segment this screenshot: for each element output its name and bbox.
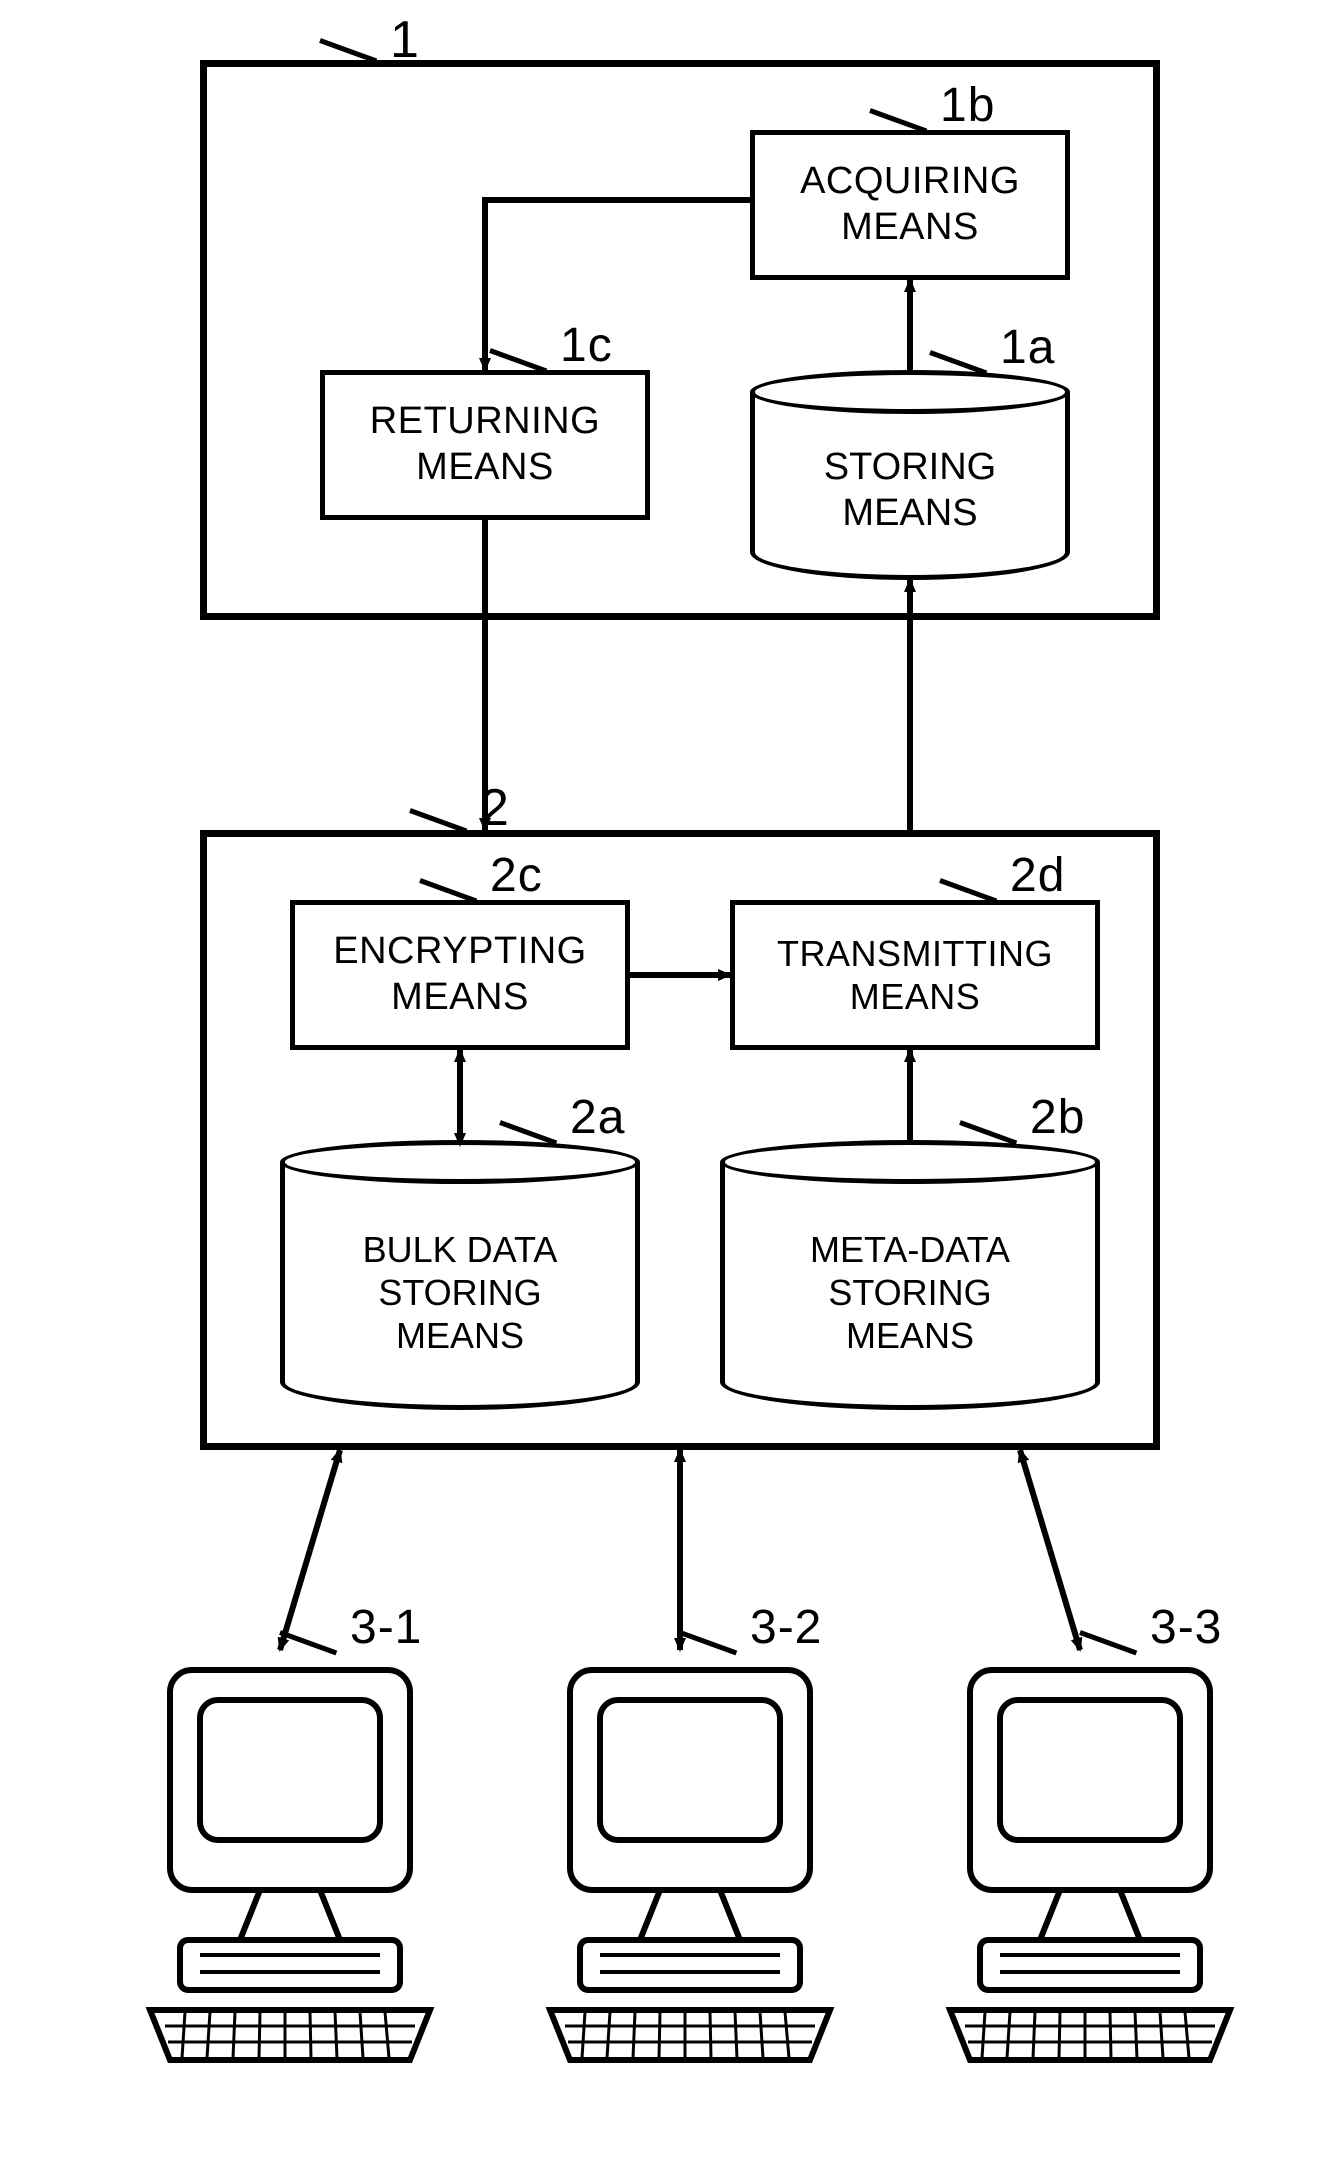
acquiring-means-box: ACQUIRING MEANS xyxy=(750,130,1070,280)
acquiring-means-text: ACQUIRING MEANS xyxy=(800,159,1020,250)
label-2a: 2a xyxy=(570,1090,625,1145)
bulk-data-cylinder: BULK DATA STORING MEANS xyxy=(280,1140,640,1410)
label-2: 2 xyxy=(480,778,510,838)
label-3-1: 3-1 xyxy=(350,1600,422,1655)
diagram-canvas: 1 ACQUIRING MEANS 1b STORING MEANS 1a RE… xyxy=(0,0,1341,2168)
returning-means-text: RETURNING MEANS xyxy=(370,399,600,490)
label-2d: 2d xyxy=(1010,848,1065,903)
storing-means-text: STORING MEANS xyxy=(824,431,996,536)
terminal-3-1 xyxy=(140,1650,440,2075)
terminal-3-3 xyxy=(940,1650,1240,2075)
terminal-3-2 xyxy=(540,1650,840,2075)
meta-data-text: META-DATA STORING MEANS xyxy=(810,1210,1010,1358)
meta-data-cylinder: META-DATA STORING MEANS xyxy=(720,1140,1100,1410)
label-1c: 1c xyxy=(560,318,613,373)
label-3-2: 3-2 xyxy=(750,1600,822,1655)
label-2b: 2b xyxy=(1030,1090,1085,1145)
label-3-3: 3-3 xyxy=(1150,1600,1222,1655)
bulk-data-text: BULK DATA STORING MEANS xyxy=(363,1210,558,1358)
storing-means-cylinder: STORING MEANS xyxy=(750,370,1070,580)
transmitting-means-box: TRANSMITTING MEANS xyxy=(730,900,1100,1050)
returning-means-box: RETURNING MEANS xyxy=(320,370,650,520)
transmitting-means-text: TRANSMITTING MEANS xyxy=(777,932,1053,1018)
encrypting-means-text: ENCRYPTING MEANS xyxy=(333,929,586,1020)
label-1a: 1a xyxy=(1000,320,1055,375)
label-2c: 2c xyxy=(490,848,543,903)
label-1: 1 xyxy=(390,10,420,70)
encrypting-means-box: ENCRYPTING MEANS xyxy=(290,900,630,1050)
label-1b: 1b xyxy=(940,78,995,133)
